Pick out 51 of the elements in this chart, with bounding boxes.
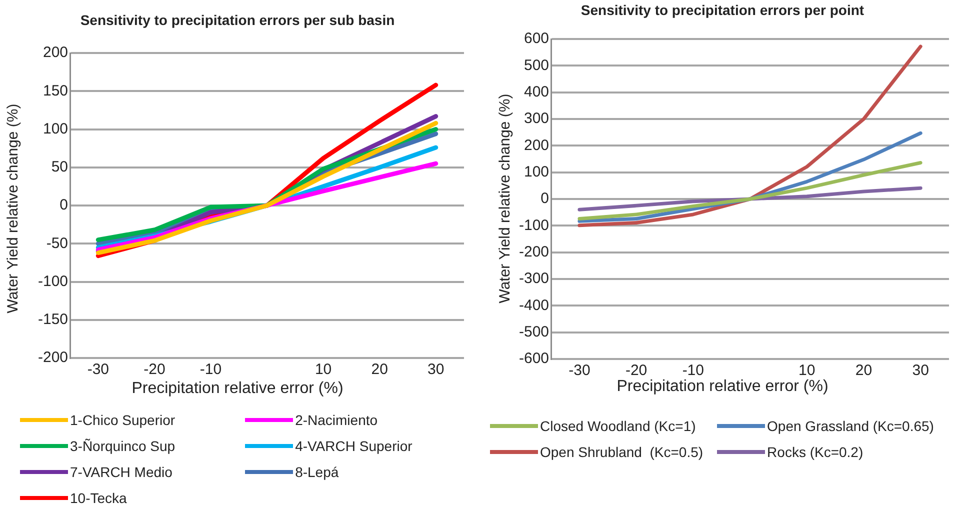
legend-label: Rocks (Kc=0.2) (767, 444, 864, 460)
y-tick-label: 300 (524, 110, 550, 128)
legend-label: 1-Chico Superior (70, 412, 176, 428)
legend-label: 3-Ñorquinco Sup (70, 438, 176, 454)
y-tick-label: 0 (60, 196, 68, 214)
y-tick-label: -400 (518, 296, 550, 314)
legend-label: 2-Nacimiento (295, 412, 378, 428)
y-tick-label: 500 (524, 56, 550, 74)
y-tick-label: 50 (51, 158, 68, 176)
y-tick-label: 0 (540, 190, 550, 208)
x-tick-label: -30 (568, 362, 590, 380)
y-tick-label: -100 (38, 272, 68, 290)
legend-label: Closed Woodland (Kc=1) (540, 418, 696, 434)
y-tick-label: -100 (518, 216, 550, 234)
y-tick-label: 100 (42, 120, 68, 138)
x-tick-label: 20 (371, 361, 388, 378)
y-tick-label: 200 (524, 136, 550, 154)
x-tick-label: -30 (87, 361, 110, 378)
legend-label: 4-VARCH Superior (295, 438, 412, 454)
x-tick-label: -20 (625, 362, 648, 380)
y-tick-label: -150 (38, 311, 68, 328)
legend-label: 7-VARCH Medio (70, 464, 172, 480)
x-tick-label: -20 (144, 361, 166, 378)
legend-label: Open Grassland (Kc=0.65) (767, 418, 934, 434)
y-tick-label: -300 (518, 270, 550, 288)
x-axis-title: Precipitation relative error (%) (616, 378, 830, 396)
y-tick-label: 150 (42, 82, 68, 100)
y-tick-label: -200 (518, 243, 550, 260)
x-axis-title: Precipitation relative error (%) (130, 380, 344, 398)
y-tick-label: 200 (42, 44, 68, 62)
x-tick-label: 30 (912, 362, 929, 380)
y-axis-title: Water Yield relative change (%) (4, 102, 22, 316)
chart-title: Sensitivity to precipitation errors per sub basin (79, 12, 396, 28)
chart-title: Sensitivity to precipitation errors per point (580, 2, 866, 18)
y-tick-label: -50 (46, 234, 68, 252)
x-tick-label: 20 (855, 362, 872, 380)
y-tick-label: 400 (524, 83, 550, 100)
legend-label: 10-Tecka (70, 490, 127, 506)
y-tick-label: 100 (524, 163, 550, 180)
y-tick-label: -500 (518, 323, 550, 340)
y-axis-title: Water Yield relative change (%) (496, 92, 514, 306)
y-tick-label: 600 (524, 30, 550, 48)
x-tick-label: -10 (200, 361, 222, 378)
y-tick-label: -600 (518, 350, 550, 368)
x-tick-label: 30 (428, 361, 444, 378)
x-tick-label: -10 (682, 362, 704, 380)
legend-label: 8-Lepá (295, 464, 339, 480)
x-tick-label: 10 (314, 361, 332, 378)
y-tick-label: -200 (38, 349, 68, 366)
x-tick-label: 10 (798, 362, 816, 380)
legend-label: Open Shrubland (Kc=0.5) (540, 444, 704, 460)
